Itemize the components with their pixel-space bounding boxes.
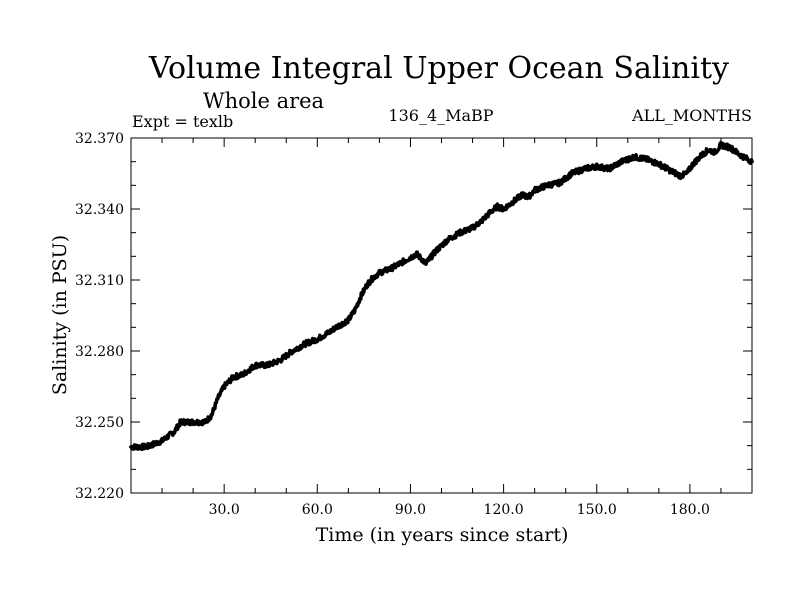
y-tick-label: 32.340 [75, 202, 124, 218]
plot-frame [130, 137, 753, 494]
x-tick-label: 60.0 [302, 502, 333, 518]
x-axis-label: Time (in years since start) [316, 524, 569, 546]
y-tick-label: 32.310 [75, 273, 124, 289]
y-tick-label: 32.250 [75, 415, 124, 431]
x-tick-label: 180.0 [670, 502, 710, 518]
chart-title: Volume Integral Upper Ocean Salinity [148, 51, 729, 86]
y-tick-label: 32.220 [75, 486, 124, 502]
x-tick-label: 120.0 [484, 502, 524, 518]
experiment-label: Expt = texlb [132, 112, 233, 131]
x-tick-label: 90.0 [395, 502, 426, 518]
y-tick-label: 32.280 [75, 344, 124, 360]
salinity-series-line [129, 140, 754, 451]
y-tick-labels: 32.220 32.250 32.280 32.310 32.340 32.370 [75, 131, 124, 502]
x-tick-labels: 30.0 60.0 90.0 120.0 150.0 180.0 [209, 502, 710, 518]
chart-subtitle: Whole area [203, 89, 324, 113]
y-axis-label: Salinity (in PSU) [49, 235, 71, 395]
y-tick-label: 32.370 [75, 131, 124, 147]
run-label: 136_4_MaBP [388, 106, 493, 125]
months-label: ALL_MONTHS [631, 106, 752, 125]
x-tick-label: 150.0 [577, 502, 617, 518]
x-tick-label: 30.0 [209, 502, 240, 518]
axis-ticks [130, 137, 753, 494]
